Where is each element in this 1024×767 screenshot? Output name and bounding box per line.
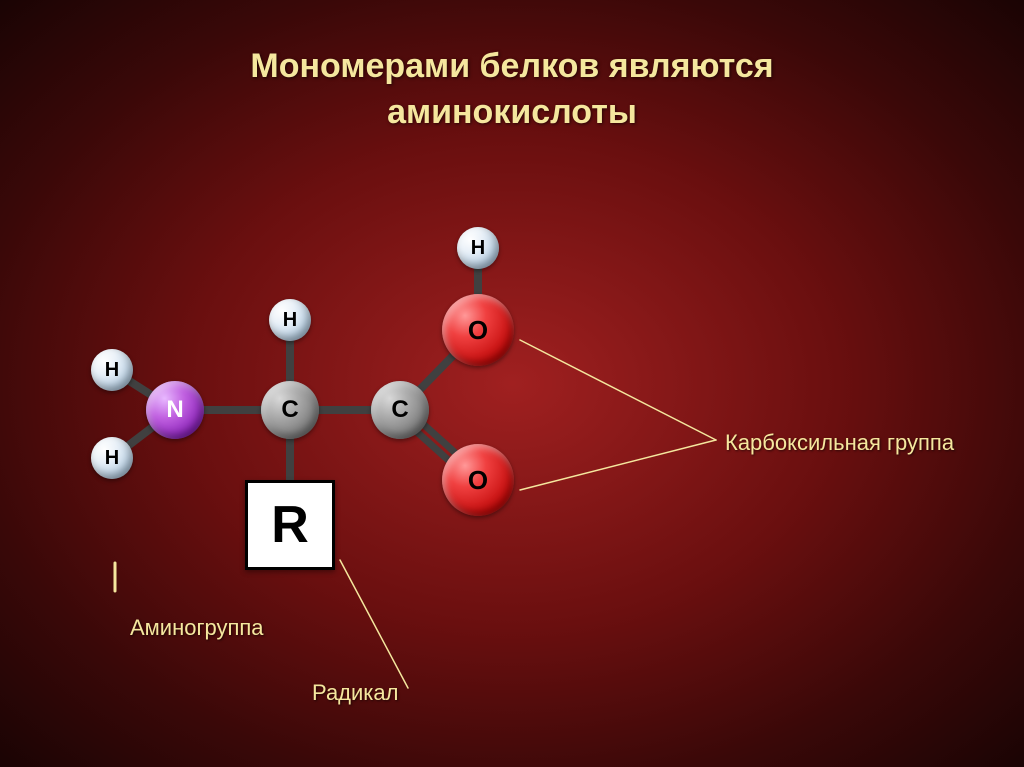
- radical-group-box: R: [245, 480, 335, 570]
- label-radical: Радикал: [312, 680, 399, 706]
- page-title: Мономерами белков являются аминокислоты: [0, 0, 1024, 136]
- atom-nitrogen: N: [146, 381, 204, 439]
- title-line-2: аминокислоты: [387, 93, 637, 131]
- atom-carbon: C: [261, 381, 319, 439]
- label-carboxyl-group: Карбоксильная группа: [725, 430, 954, 456]
- atom-oxygen: O: [442, 444, 514, 516]
- atom-carbon: C: [371, 381, 429, 439]
- atom-hydrogen: H: [91, 437, 133, 479]
- label-amino-group: Аминогруппа: [130, 615, 264, 641]
- atom-hydrogen: H: [269, 299, 311, 341]
- atom-hydrogen: H: [91, 349, 133, 391]
- title-line-1: Мономерами белков являются: [250, 47, 773, 85]
- atom-hydrogen: H: [457, 227, 499, 269]
- atom-oxygen: O: [442, 294, 514, 366]
